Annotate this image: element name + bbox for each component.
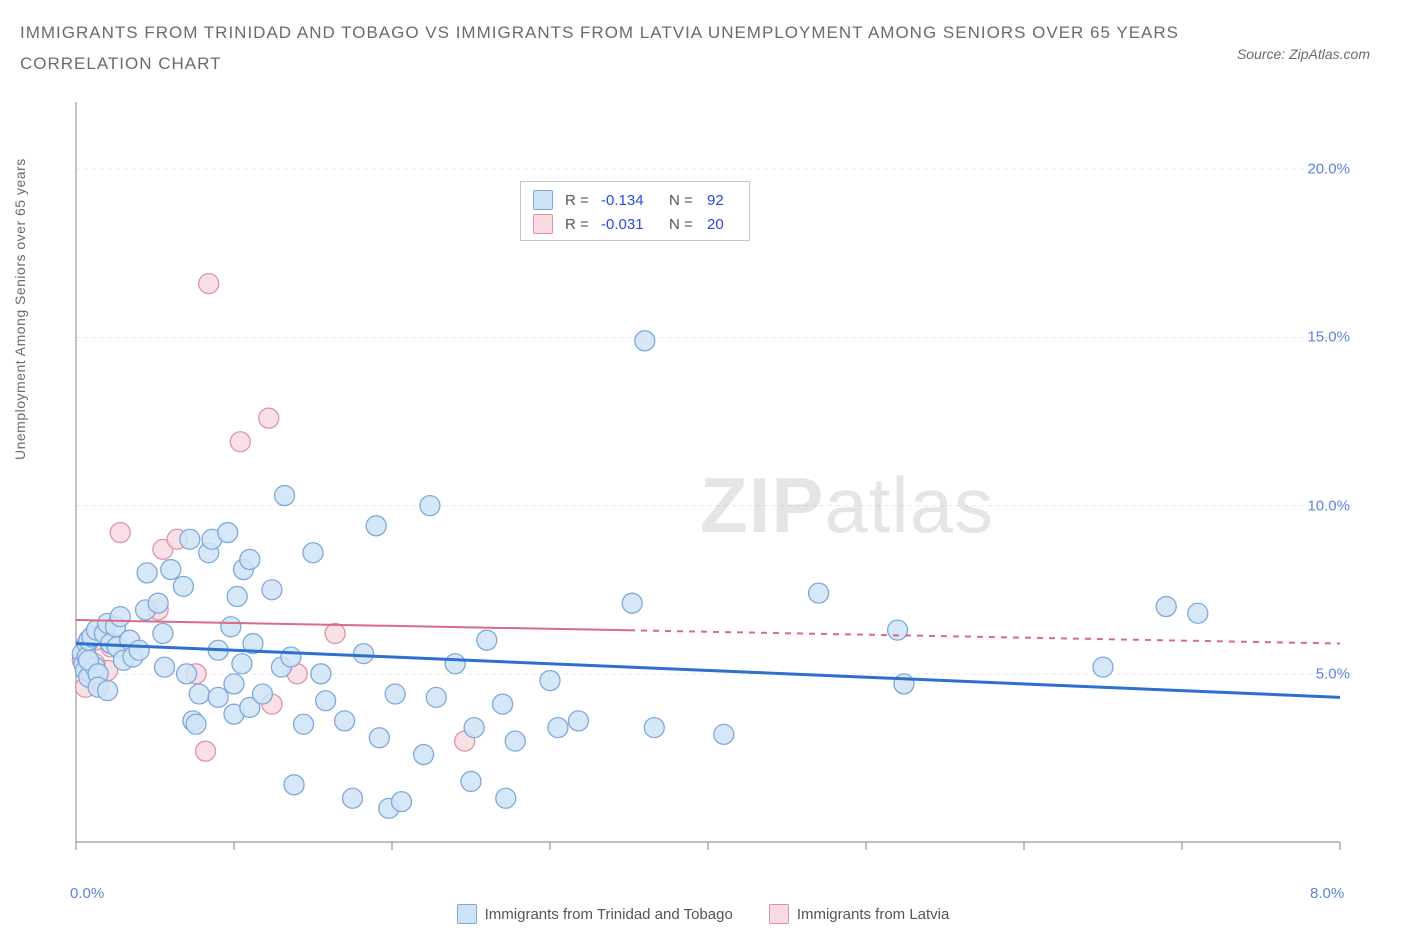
title-line-1: IMMIGRANTS FROM TRINIDAD AND TOBAGO VS I…	[20, 18, 1406, 49]
legend-swatch-latvia	[533, 214, 553, 234]
legend-row-latvia: R = -0.031 N = 20	[533, 212, 737, 236]
legend-row-trinidad: R = -0.134 N = 92	[533, 188, 737, 212]
y-tick-label: 20.0%	[1307, 161, 1350, 178]
x-tick-label: 0.0%	[70, 885, 104, 902]
source-attribution: Source: ZipAtlas.com	[1237, 46, 1370, 62]
legend-label: Immigrants from Latvia	[797, 906, 950, 923]
y-tick-label: 5.0%	[1316, 665, 1350, 682]
y-tick-label: 10.0%	[1307, 497, 1350, 514]
bottom-legend: Immigrants from Trinidad and Tobago Immi…	[0, 904, 1406, 924]
scatter-chart: ZIPatlas R = -0.134 N = 92 R = -0.031 N …	[60, 90, 1370, 880]
legend-swatch-trinidad	[533, 190, 553, 210]
correlation-legend: R = -0.134 N = 92 R = -0.031 N = 20	[520, 181, 750, 241]
legend-swatch-icon	[457, 904, 477, 924]
chart-title: IMMIGRANTS FROM TRINIDAD AND TOBAGO VS I…	[0, 0, 1406, 79]
legend-label: Immigrants from Trinidad and Tobago	[485, 906, 733, 923]
y-axis-label: Unemployment Among Seniors over 65 years	[12, 158, 28, 460]
y-tick-label: 15.0%	[1307, 329, 1350, 346]
legend-item-trinidad: Immigrants from Trinidad and Tobago	[457, 904, 733, 924]
title-line-2: CORRELATION CHART	[20, 49, 1406, 80]
x-tick-label: 8.0%	[1310, 885, 1344, 902]
legend-swatch-icon	[769, 904, 789, 924]
legend-item-latvia: Immigrants from Latvia	[769, 904, 950, 924]
